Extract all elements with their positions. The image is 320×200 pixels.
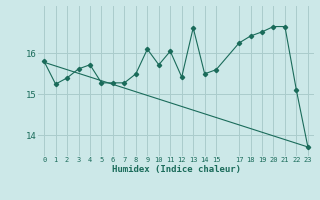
X-axis label: Humidex (Indice chaleur): Humidex (Indice chaleur) [111,165,241,174]
